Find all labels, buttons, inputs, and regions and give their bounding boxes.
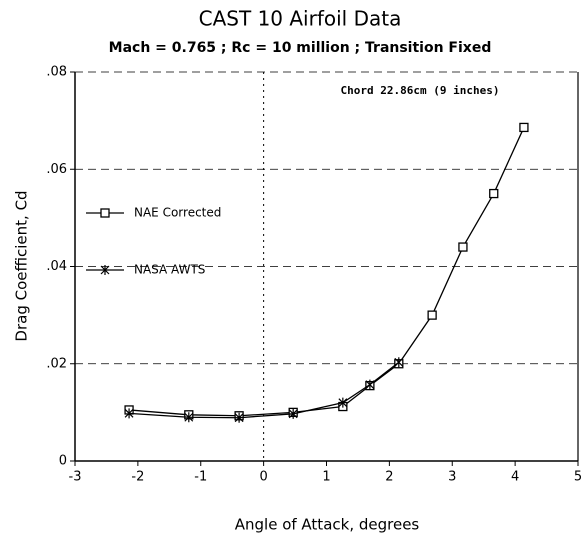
- x-tick-label: -3: [69, 470, 82, 485]
- x-tick-label: 3: [448, 470, 456, 485]
- x-tick-label: 2: [385, 470, 393, 485]
- x-axis-label: Angle of Attack, degrees: [235, 516, 420, 534]
- marker: [394, 357, 404, 368]
- marker: [489, 188, 499, 199]
- chart-subtitle: Mach = 0.765 ; Rc = 10 million ; Transit…: [109, 40, 492, 56]
- y-tick-label: .06: [46, 162, 67, 177]
- marker: [124, 408, 134, 419]
- x-tick-label: 0: [259, 470, 267, 485]
- x-tick-label: -2: [131, 470, 144, 485]
- marker: [519, 122, 529, 133]
- y-tick-label: .04: [46, 259, 67, 274]
- marker: [100, 208, 110, 218]
- legend-label: NASA AWTS: [134, 263, 205, 277]
- annotation: Chord 22.86cm (9 inches): [341, 84, 500, 97]
- marker: [458, 242, 468, 252]
- y-axis-label: Drag Coefficient, Cd: [13, 190, 31, 341]
- y-tick-label: .02: [46, 356, 67, 371]
- marker: [234, 412, 244, 423]
- marker: [184, 412, 194, 423]
- x-tick-label: 5: [574, 470, 582, 485]
- legend-label: NAE Corrected: [134, 206, 221, 220]
- marker: [338, 397, 348, 408]
- x-tick-label: 1: [322, 470, 330, 485]
- marker: [365, 379, 375, 390]
- marker: [427, 310, 437, 320]
- marker: [100, 265, 110, 275]
- chart-title: CAST 10 Airfoil Data: [199, 7, 402, 31]
- x-tick-label: -1: [194, 470, 207, 485]
- y-tick-label: 0: [59, 454, 67, 469]
- marker: [288, 408, 298, 419]
- x-tick-label: 4: [511, 470, 519, 485]
- y-tick-label: .08: [46, 65, 67, 80]
